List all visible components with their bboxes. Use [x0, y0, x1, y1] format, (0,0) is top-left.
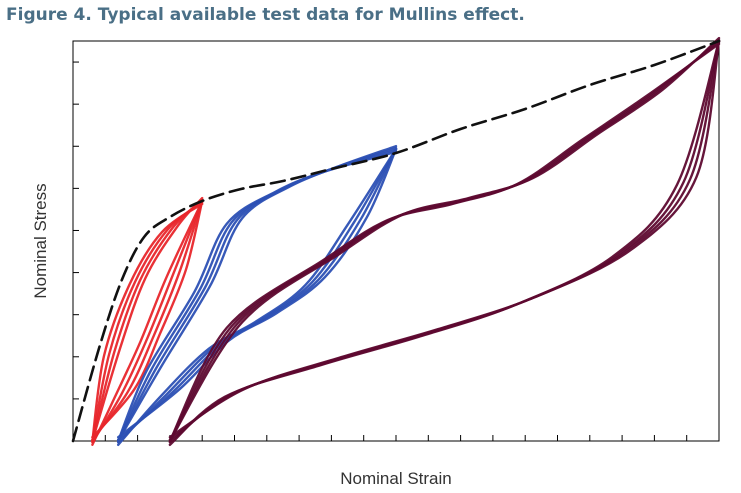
plot-frame: [72, 40, 720, 442]
cycle_1-unloading-line: [91, 199, 204, 446]
cycle_2-unloading-line: [117, 147, 398, 446]
series-layer: [71, 36, 721, 446]
figure-title: Figure 4. Typical available test data fo…: [6, 5, 525, 25]
cycle_2-unloading-line: [117, 147, 398, 439]
tick-marks: [73, 61, 688, 441]
cycle_1-loading-line: [91, 202, 204, 443]
y-axis-label: Nominal Stress: [31, 183, 50, 298]
cycle_1-loading-line: [91, 198, 204, 443]
cycle_2-unloading-line: [117, 147, 398, 441]
cycle_1-unloading-line: [91, 199, 204, 441]
cycle_1-unloading-line: [91, 199, 204, 444]
cycle_1-unloading-line: [91, 199, 204, 439]
x-axis-label: Nominal Strain: [340, 469, 452, 488]
cycle_3-unloading-line: [168, 39, 721, 439]
cycle_3-loading-line: [168, 36, 721, 443]
cycle_1-loading-line: [91, 200, 204, 443]
envelope-dashed-line: [71, 39, 721, 443]
cycle_1-loading-line: [91, 196, 204, 443]
